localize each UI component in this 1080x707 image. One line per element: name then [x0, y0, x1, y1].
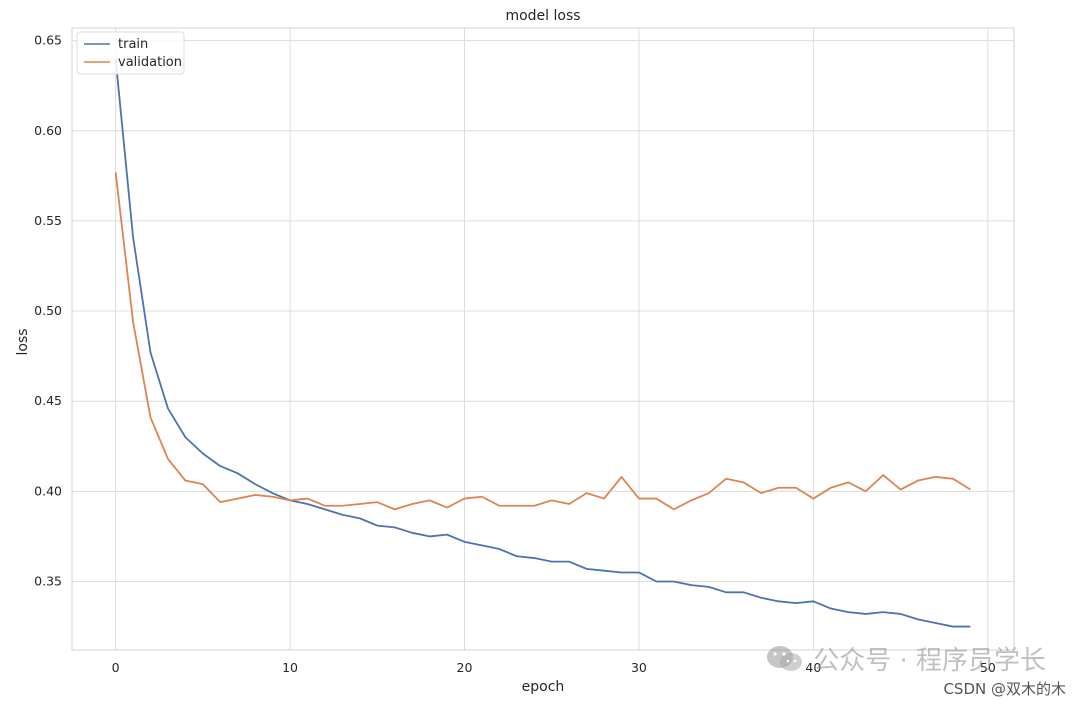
series-line-validation	[114, 172, 971, 511]
y-tick-label: 0.35	[34, 573, 62, 588]
chart-title: model loss	[505, 8, 580, 24]
y-tick-label: 0.55	[34, 213, 62, 228]
x-tick-label: 50	[980, 660, 996, 675]
x-tick-label: 10	[282, 660, 298, 675]
x-tick-label: 20	[457, 660, 473, 675]
watermark: 公众号 · 程序员学长	[765, 640, 1046, 677]
x-axis-ticks: 0 10 20 30 40 50	[112, 660, 996, 675]
legend: train validation	[76, 31, 185, 75]
x-tick-label: 40	[805, 660, 821, 675]
y-axis-label: loss	[15, 328, 31, 355]
legend-box	[76, 31, 185, 75]
x-axis-label: epoch	[522, 679, 565, 695]
y-tick-label: 0.60	[34, 123, 62, 138]
y-axis-ticks: 0.35 0.40 0.45 0.50 0.55 0.60 0.65	[34, 33, 62, 589]
plot-area	[71, 27, 1015, 651]
wechat-icon	[765, 644, 805, 674]
series-line-train	[114, 58, 971, 628]
y-tick-label: 0.65	[34, 33, 62, 48]
y-tick-label: 0.45	[34, 393, 62, 408]
csdn-credit: CSDN @双木的木	[943, 680, 1066, 698]
y-tick-label: 0.50	[34, 303, 62, 318]
series-lines	[114, 58, 971, 628]
grid-lines	[72, 28, 1014, 650]
y-tick-label: 0.40	[34, 483, 62, 498]
x-tick-label: 30	[631, 660, 647, 675]
legend-train-label: train	[118, 37, 148, 52]
watermark-text: 公众号 · 程序员学长	[813, 646, 1046, 676]
legend-validation-label: validation	[118, 55, 182, 70]
x-tick-label: 0	[112, 660, 120, 675]
